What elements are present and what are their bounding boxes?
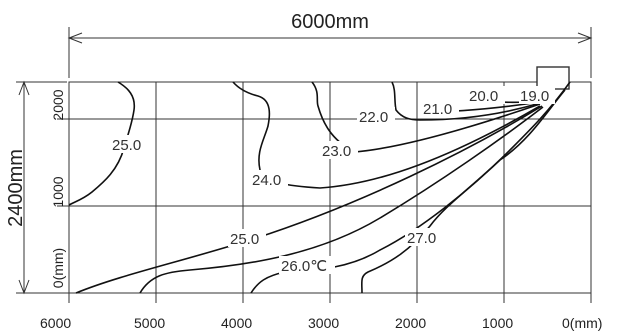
x-tick-label: 5000: [134, 315, 165, 331]
isotherm-labels: 25.0 24.0 23.0 22.0 21.0 20.0 19.0 25.0 …: [110, 86, 555, 275]
y-tick-label: 2000: [50, 89, 66, 120]
width-dimension: [67, 27, 593, 78]
y-tick-label: 0(mm): [50, 248, 66, 288]
isotherm-label: 21.0: [423, 101, 452, 118]
isotherm-label: 23.0: [322, 143, 351, 160]
isotherm-curve-28: [360, 89, 566, 294]
isotherm-label: 27.0: [407, 230, 436, 247]
x-tick-label: 0(mm): [562, 315, 602, 331]
isotherm-label: 19.0: [520, 88, 549, 105]
air-outlet-box: [536, 66, 570, 90]
isotherm-label: 25.0: [112, 137, 141, 154]
isotherm-curve-22: [391, 81, 541, 121]
x-tick-label: 2000: [395, 315, 426, 331]
width-label: 6000mm: [291, 11, 369, 33]
x-axis: 6000 5000 4000 3000 2000 1000 0(mm): [40, 293, 602, 331]
isotherm-curve-25-lower: [75, 105, 543, 294]
isotherm-curve-26: [139, 106, 544, 294]
isotherm-curve-24: [232, 81, 541, 189]
x-tick-label: 1000: [482, 315, 513, 331]
height-label: 2400mm: [5, 149, 27, 227]
isotherm-label: 22.0: [359, 109, 388, 126]
isotherm-label: 20.0: [469, 88, 498, 105]
x-tick-label: 4000: [221, 315, 252, 331]
isotherm-label: 26.0℃: [281, 258, 327, 275]
height-dimension: [16, 80, 67, 295]
y-axis: 2000 1000 0(mm): [50, 89, 69, 294]
x-tick-label: 3000: [308, 315, 339, 331]
isotherm-label: 24.0: [252, 172, 281, 189]
isotherm-label: 25.0: [230, 231, 259, 248]
y-tick-label: 1000: [50, 176, 66, 207]
x-tick-label: 6000: [40, 315, 71, 331]
